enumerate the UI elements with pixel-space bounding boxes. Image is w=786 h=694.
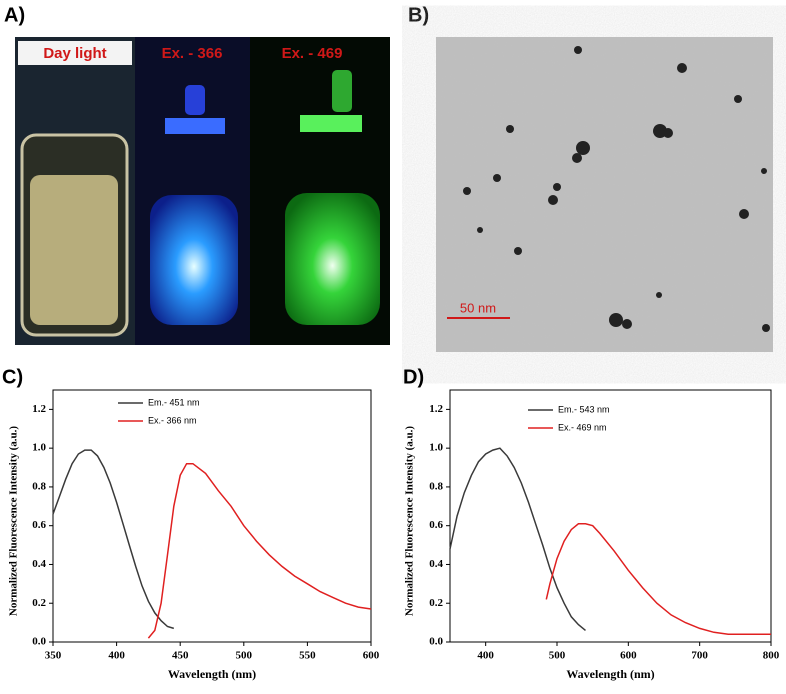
x-tick-label: 500 bbox=[549, 650, 566, 662]
x-tick-label: 600 bbox=[363, 650, 380, 662]
y-tick-label: 1.2 bbox=[32, 403, 46, 415]
y-tick-label: 0.4 bbox=[32, 558, 46, 570]
legend-label: Em.- 451 nm bbox=[148, 397, 200, 407]
plot-frame bbox=[449, 389, 772, 643]
line-series bbox=[449, 447, 586, 631]
x-tick-label: 400 bbox=[477, 650, 494, 662]
legend-label: Ex.- 469 nm bbox=[558, 422, 607, 432]
x-tick-label: 500 bbox=[236, 650, 253, 662]
y-tick-label: 0.0 bbox=[32, 636, 46, 648]
y-tick-label: 0.4 bbox=[429, 558, 443, 570]
line-series bbox=[147, 462, 372, 639]
panel-label: D) bbox=[403, 366, 424, 388]
line-series bbox=[52, 449, 175, 630]
y-tick-label: 0.6 bbox=[32, 519, 46, 531]
x-tick-label: 350 bbox=[45, 650, 62, 662]
panel-label: B) bbox=[408, 4, 429, 26]
y-tick-label: 0.0 bbox=[429, 636, 443, 648]
x-tick-label: 550 bbox=[299, 650, 316, 662]
photo-label: Ex. - 469 bbox=[282, 45, 343, 62]
plot-frame bbox=[52, 389, 372, 643]
y-tick-label: 1.2 bbox=[429, 403, 443, 415]
photo bbox=[15, 37, 390, 345]
y-tick-label: 1.0 bbox=[32, 442, 46, 454]
x-axis-label: Wavelength (nm) bbox=[168, 667, 256, 681]
photo-label: Day light bbox=[43, 45, 106, 62]
y-tick-label: 0.8 bbox=[429, 480, 443, 492]
scale-bar-label: 50 nm bbox=[460, 300, 496, 315]
y-tick-label: 0.8 bbox=[32, 480, 46, 492]
x-tick-label: 450 bbox=[172, 650, 189, 662]
photo-label: Ex. - 366 bbox=[162, 45, 223, 62]
tem-image bbox=[436, 37, 773, 352]
x-axis-label: Wavelength (nm) bbox=[566, 667, 654, 681]
x-tick-label: 600 bbox=[620, 650, 637, 662]
legend-label: Ex.- 366 nm bbox=[148, 415, 197, 425]
legend-label: Em.- 543 nm bbox=[558, 404, 610, 414]
panel-label: C) bbox=[2, 366, 23, 388]
y-tick-label: 0.2 bbox=[429, 597, 443, 609]
y-axis-label: Normalized Fluorescence Intensity (a.u.) bbox=[8, 426, 20, 616]
x-tick-label: 800 bbox=[763, 650, 780, 662]
x-tick-label: 700 bbox=[691, 650, 708, 662]
x-tick-label: 400 bbox=[108, 650, 125, 662]
y-tick-label: 0.6 bbox=[429, 519, 443, 531]
y-axis-label: Normalized Fluorescence Intensity (a.u.) bbox=[404, 426, 416, 616]
line-series bbox=[545, 523, 771, 635]
y-tick-label: 0.2 bbox=[32, 597, 46, 609]
y-tick-label: 1.0 bbox=[429, 442, 443, 454]
panel-label: A) bbox=[4, 4, 25, 26]
